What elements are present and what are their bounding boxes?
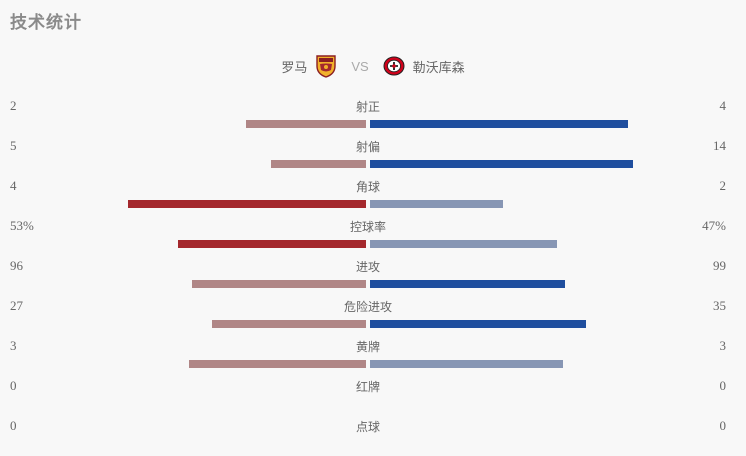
leverkusen-crest-icon [383, 54, 405, 78]
home-team[interactable]: 罗马 [281, 54, 337, 78]
matchup-header: 罗马 VS 勒沃库森 [0, 52, 746, 80]
page-title: 技术统计 [10, 13, 82, 33]
stat-label: 射偏 [355, 140, 380, 154]
away-stat-value: 3 [719, 338, 727, 353]
away-stat-bar [370, 240, 557, 248]
away-stat-value: 14 [713, 138, 726, 153]
away-stat-bar [370, 160, 633, 168]
stat-row: 5 射偏 14 [0, 134, 746, 174]
home-stat-bar [212, 320, 366, 328]
away-stat-value: 0 [719, 418, 727, 433]
away-stat-bar [370, 200, 503, 208]
stat-row: 27 危险进攻 35 [0, 294, 746, 334]
away-stat-bar [370, 360, 563, 368]
home-stat-value: 27 [10, 298, 23, 313]
home-stat-value: 0 [10, 378, 17, 393]
stat-row: 53% 控球率 47% [0, 214, 746, 254]
stat-label: 控球率 [349, 220, 386, 234]
away-stat-bar [370, 120, 628, 128]
away-stat-value: 0 [719, 378, 727, 393]
home-stat-value: 0 [10, 418, 17, 433]
home-stat-value: 3 [10, 338, 17, 353]
home-stat-bar [128, 200, 366, 208]
stat-row: 4 角球 2 [0, 174, 746, 214]
home-stat-bar [271, 160, 366, 168]
away-team-name: 勒沃库森 [412, 60, 465, 76]
away-stat-value: 2 [719, 178, 727, 193]
away-stat-value: 99 [713, 258, 726, 273]
vs-label: VS [351, 58, 369, 74]
away-stat-value: 4 [719, 98, 727, 113]
home-stat-bar [192, 280, 366, 288]
home-stat-value: 5 [10, 138, 17, 153]
stat-label: 点球 [355, 420, 380, 434]
home-stat-value: 96 [10, 258, 23, 273]
home-stat-bar [246, 120, 366, 128]
stat-row: 0 点球 0 [0, 414, 746, 454]
home-stat-bar [189, 360, 366, 368]
stat-row: 2 射正 4 [0, 94, 746, 134]
stat-row: 0 红牌 0 [0, 374, 746, 414]
roma-crest-icon [315, 54, 337, 78]
home-stat-value: 2 [10, 98, 17, 113]
stat-label: 黄牌 [355, 340, 380, 354]
home-stat-value: 53% [10, 218, 34, 233]
away-stat-bar [370, 320, 586, 328]
stat-row: 3 黄牌 3 [0, 334, 746, 374]
away-stat-value: 47% [702, 218, 726, 233]
home-stat-bar [178, 240, 366, 248]
home-stat-value: 4 [10, 178, 17, 193]
stat-label: 进攻 [355, 260, 380, 274]
stat-label: 危险进攻 [343, 300, 392, 314]
home-team-name: 罗马 [281, 60, 308, 76]
away-stat-bar [370, 280, 565, 288]
stat-label: 射正 [355, 100, 380, 114]
stat-row: 96 进攻 99 [0, 254, 746, 294]
stat-label: 角球 [355, 180, 380, 194]
stat-label: 红牌 [355, 380, 380, 394]
away-team[interactable]: 勒沃库森 [383, 54, 465, 78]
away-stat-value: 35 [713, 298, 726, 313]
